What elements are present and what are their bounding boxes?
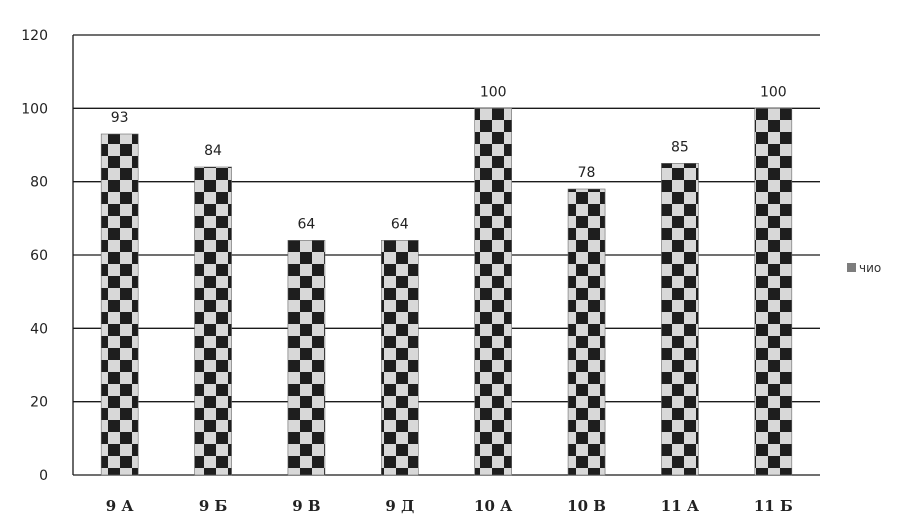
category-label: 10 А	[474, 497, 513, 515]
y-tick-label: 0	[39, 468, 48, 484]
bars	[100, 108, 793, 476]
data-label: 85	[671, 139, 689, 155]
data-label: 100	[480, 84, 507, 100]
y-tick-label: 80	[30, 175, 48, 191]
legend-label: чио	[859, 261, 881, 275]
category-label: 9 А	[106, 497, 135, 515]
category-label: 11 Б	[754, 497, 793, 515]
bar	[754, 108, 793, 476]
data-label: 64	[391, 216, 409, 232]
bar	[474, 108, 512, 476]
y-tick-label: 120	[21, 28, 48, 44]
data-label: 78	[578, 165, 596, 181]
category-label: 11 А	[661, 497, 700, 515]
bar	[567, 188, 606, 476]
bar	[194, 166, 232, 476]
legend-swatch	[847, 263, 856, 272]
legend: чио	[847, 261, 881, 275]
bar	[287, 240, 326, 476]
bar	[100, 133, 139, 476]
y-tick-label: 40	[30, 321, 48, 337]
category-label: 9 Б	[199, 497, 227, 515]
y-tick-label: 100	[21, 101, 48, 117]
data-label: 93	[111, 110, 129, 126]
category-label: 9 В	[292, 497, 320, 515]
bar	[661, 163, 699, 476]
data-labels: 93 84 64 64 100 78 85 100	[111, 84, 787, 232]
gridlines	[72, 34, 820, 476]
y-tick-labels: 0 20 40 60 80 100 120	[21, 28, 48, 484]
data-label: 64	[298, 216, 316, 232]
y-tick-label: 20	[30, 395, 48, 411]
category-label: 10 В	[567, 497, 606, 515]
category-labels: 9 А 9 Б 9 В 9 Д 10 А 10 В 11 А 11 Б	[106, 497, 793, 515]
bar	[381, 240, 419, 476]
y-tick-label: 60	[30, 248, 48, 264]
data-label: 100	[760, 84, 787, 100]
category-label: 9 Д	[385, 497, 414, 515]
data-label: 84	[204, 143, 222, 159]
